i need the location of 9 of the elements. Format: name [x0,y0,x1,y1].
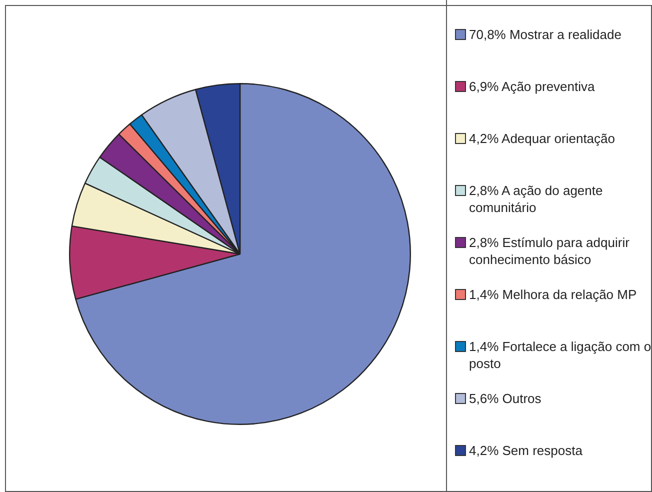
legend-label: 70,8% Mostrar a realidade [469,26,622,43]
legend-label: 2,8% Estímulo para adquirir conhecimento básico [469,234,630,268]
legend-label: 1,4% Melhora da relação MP [469,286,637,303]
legend-label: 2,8% A ação do agente comunitário [469,182,604,216]
legend-label: 4,2% Adequar orientação [469,130,615,147]
legend-label: 4,2% Sem resposta [469,442,582,459]
legend-label: 6,9% Ação preventiva [469,78,595,95]
legend-label: 5,6% Outros [469,390,542,407]
legend-label: 1,4% Fortalece a ligação com o posto [469,338,652,372]
